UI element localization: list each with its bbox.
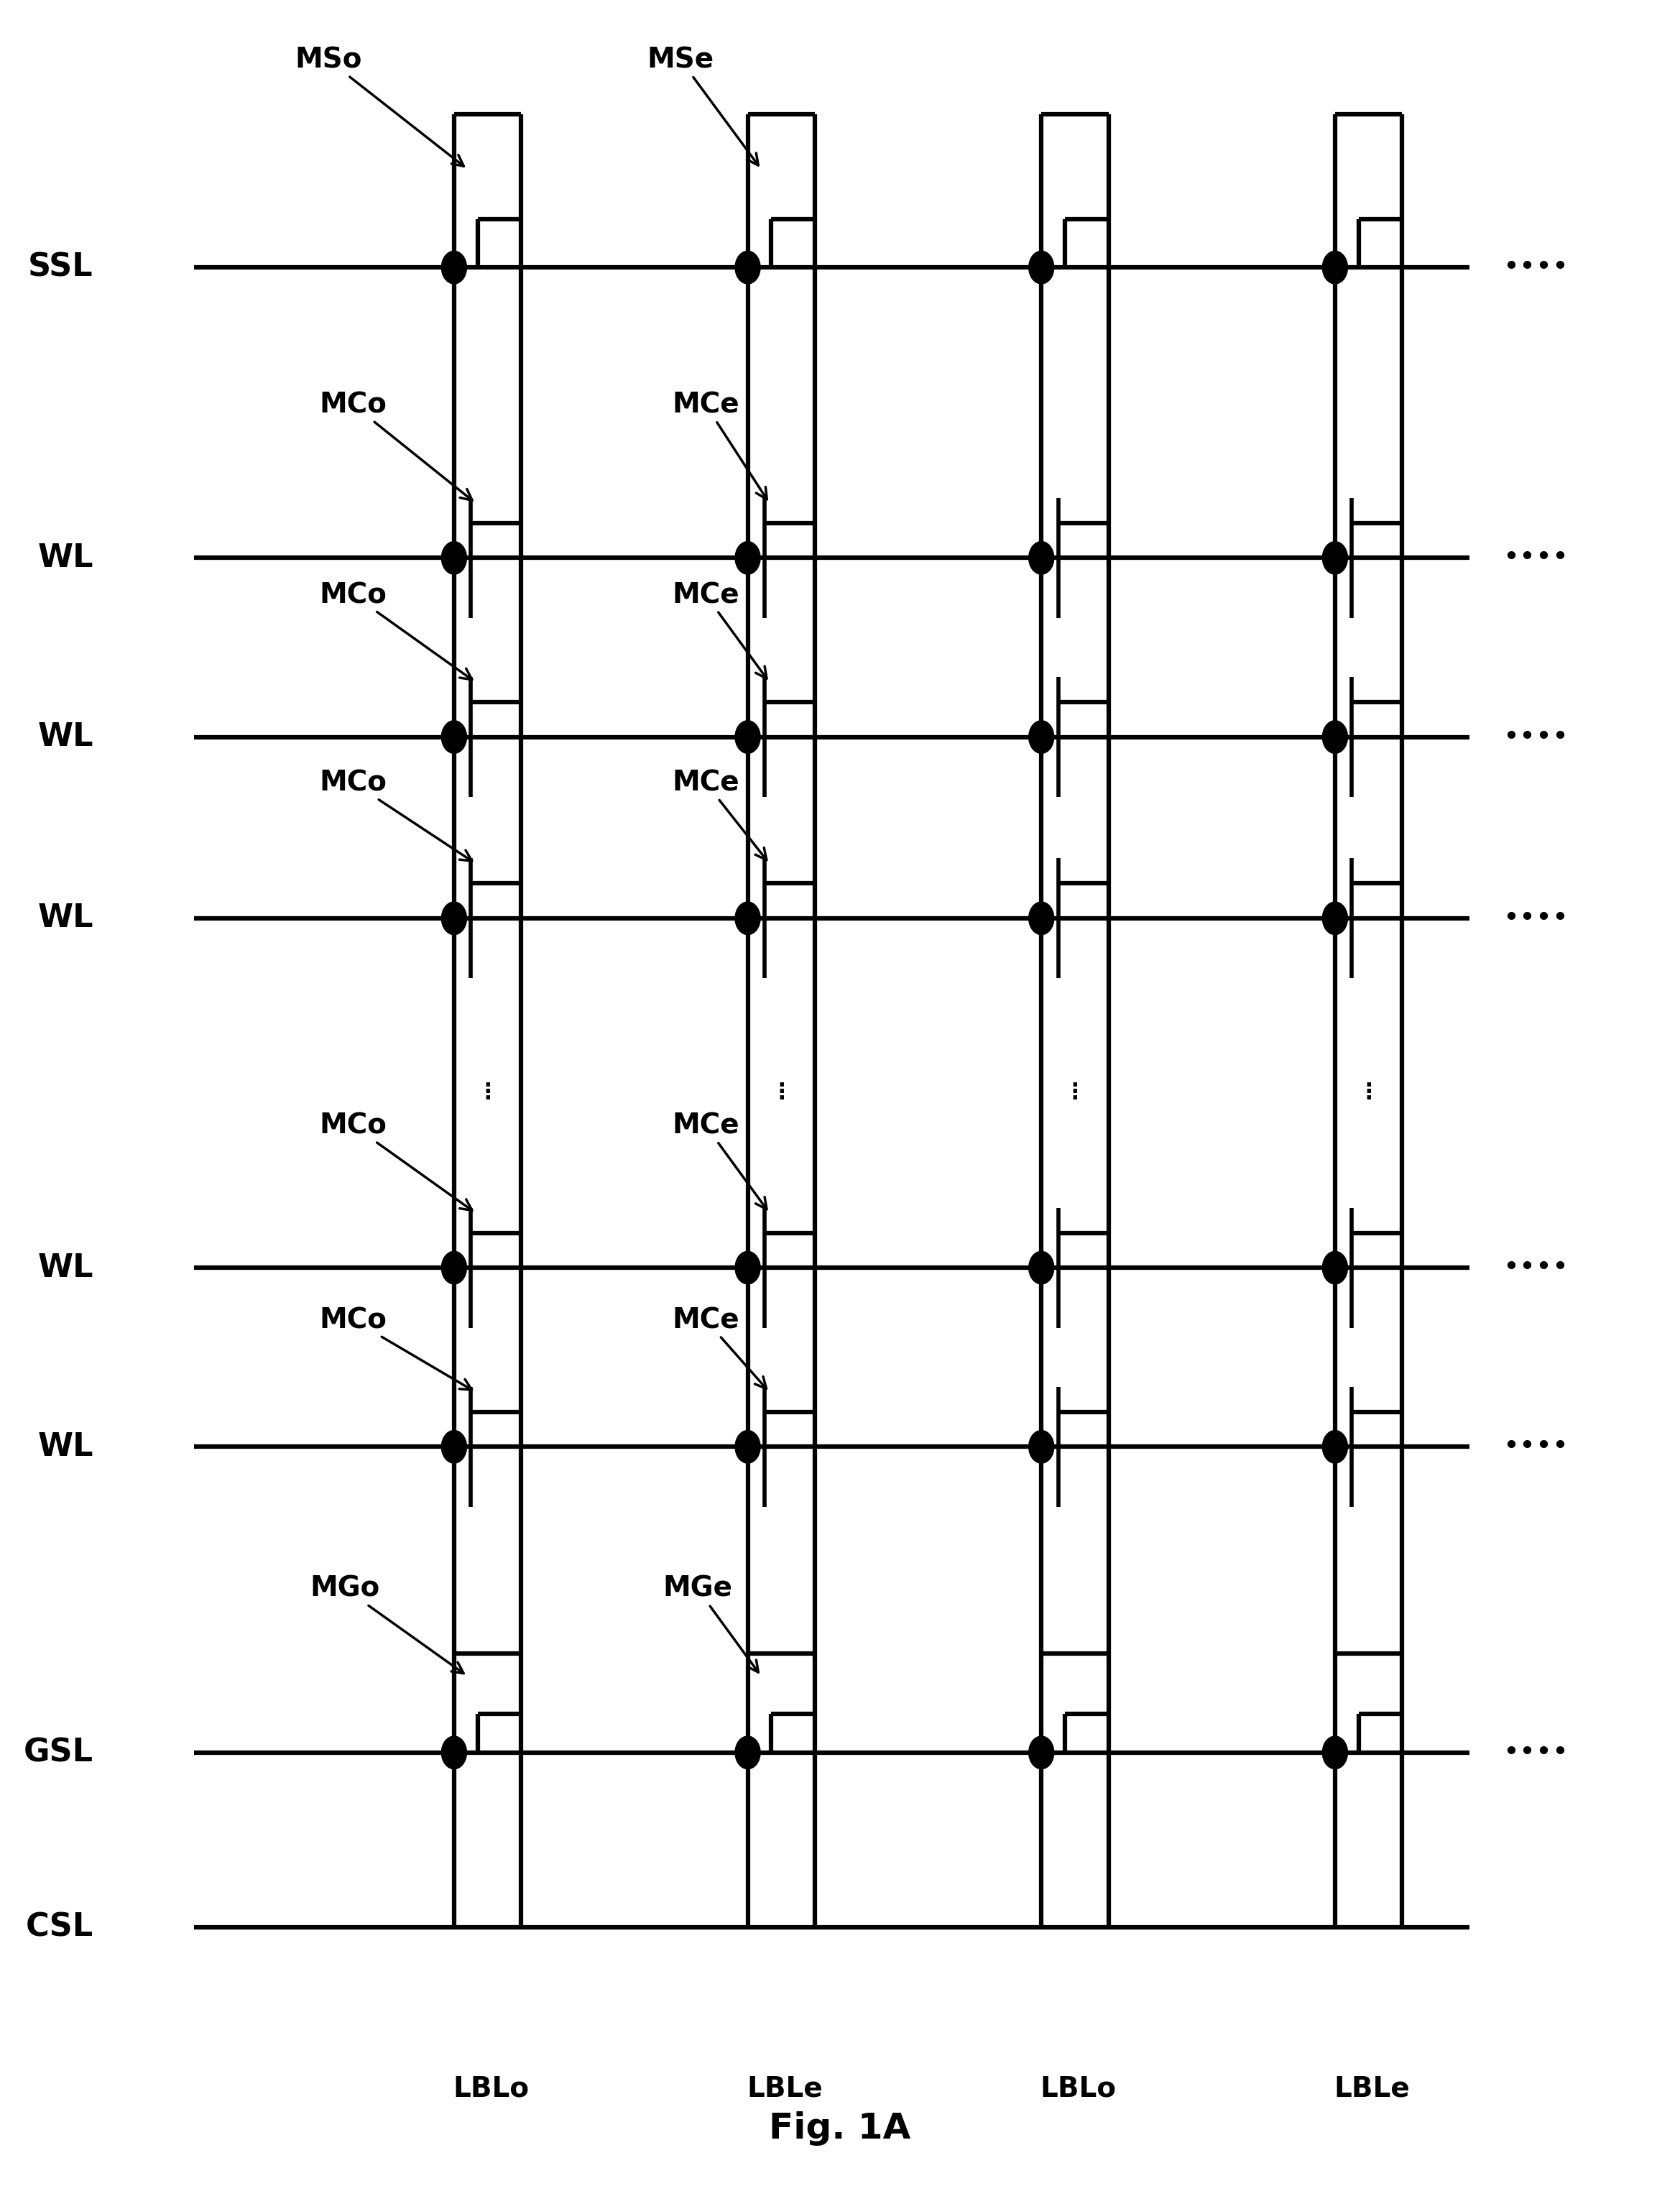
Circle shape: [736, 1736, 761, 1768]
Circle shape: [1028, 721, 1053, 754]
Text: WL: WL: [37, 1253, 94, 1283]
Circle shape: [736, 1430, 761, 1462]
Text: WL: WL: [37, 542, 94, 573]
Text: LBLo: LBLo: [454, 2075, 529, 2103]
Text: Fig. 1A: Fig. 1A: [769, 2112, 911, 2147]
Text: MGe: MGe: [662, 1576, 758, 1672]
Circle shape: [1028, 251, 1053, 284]
Text: MCe: MCe: [672, 1307, 766, 1388]
Text: CSL: CSL: [25, 1913, 94, 1943]
Circle shape: [736, 542, 761, 575]
Circle shape: [1028, 542, 1053, 575]
Text: ••••: ••••: [1504, 724, 1569, 750]
Text: MCo: MCo: [319, 1307, 472, 1390]
Circle shape: [1028, 1736, 1053, 1768]
Circle shape: [442, 251, 467, 284]
Text: WL: WL: [37, 721, 94, 752]
Text: MCe: MCe: [672, 769, 766, 859]
Text: MSe: MSe: [647, 46, 758, 166]
Circle shape: [1322, 542, 1347, 575]
Text: ⋮: ⋮: [1063, 1082, 1085, 1104]
Text: ••••: ••••: [1504, 1434, 1569, 1460]
Text: MCo: MCo: [319, 581, 472, 680]
Text: ••••: ••••: [1504, 254, 1569, 282]
Text: ⋮: ⋮: [771, 1082, 793, 1104]
Text: ••••: ••••: [1504, 905, 1569, 931]
Text: MCo: MCo: [319, 391, 472, 501]
Circle shape: [736, 903, 761, 936]
Text: MCo: MCo: [319, 769, 472, 861]
Text: ⋮: ⋮: [477, 1082, 499, 1104]
Circle shape: [442, 903, 467, 936]
Text: SSL: SSL: [29, 251, 94, 282]
Text: GSL: GSL: [24, 1738, 94, 1768]
Text: LBLo: LBLo: [1040, 2075, 1117, 2103]
Circle shape: [1028, 1250, 1053, 1283]
Circle shape: [736, 1250, 761, 1283]
Text: LBLe: LBLe: [1334, 2075, 1410, 2103]
Text: MCe: MCe: [672, 391, 768, 498]
Circle shape: [442, 1250, 467, 1283]
Circle shape: [1322, 1430, 1347, 1462]
Text: ••••: ••••: [1504, 1738, 1569, 1766]
Circle shape: [1028, 903, 1053, 936]
Circle shape: [1322, 1736, 1347, 1768]
Text: ••••: ••••: [1504, 544, 1569, 571]
Circle shape: [1322, 903, 1347, 936]
Circle shape: [442, 1430, 467, 1462]
Text: MCe: MCe: [672, 581, 766, 678]
Circle shape: [736, 251, 761, 284]
Circle shape: [736, 721, 761, 754]
Circle shape: [1322, 251, 1347, 284]
Circle shape: [442, 1736, 467, 1768]
Text: ⋮: ⋮: [1357, 1082, 1379, 1104]
Text: MCo: MCo: [319, 1113, 472, 1211]
Text: WL: WL: [37, 1432, 94, 1462]
Circle shape: [1322, 721, 1347, 754]
Text: MCe: MCe: [672, 1113, 766, 1209]
Circle shape: [1322, 1250, 1347, 1283]
Text: ••••: ••••: [1504, 1255, 1569, 1281]
Text: LBLe: LBLe: [746, 2075, 823, 2103]
Circle shape: [442, 542, 467, 575]
Text: MSo: MSo: [294, 46, 464, 166]
Text: MGo: MGo: [311, 1576, 464, 1672]
Circle shape: [442, 721, 467, 754]
Circle shape: [1028, 1430, 1053, 1462]
Text: WL: WL: [37, 903, 94, 933]
